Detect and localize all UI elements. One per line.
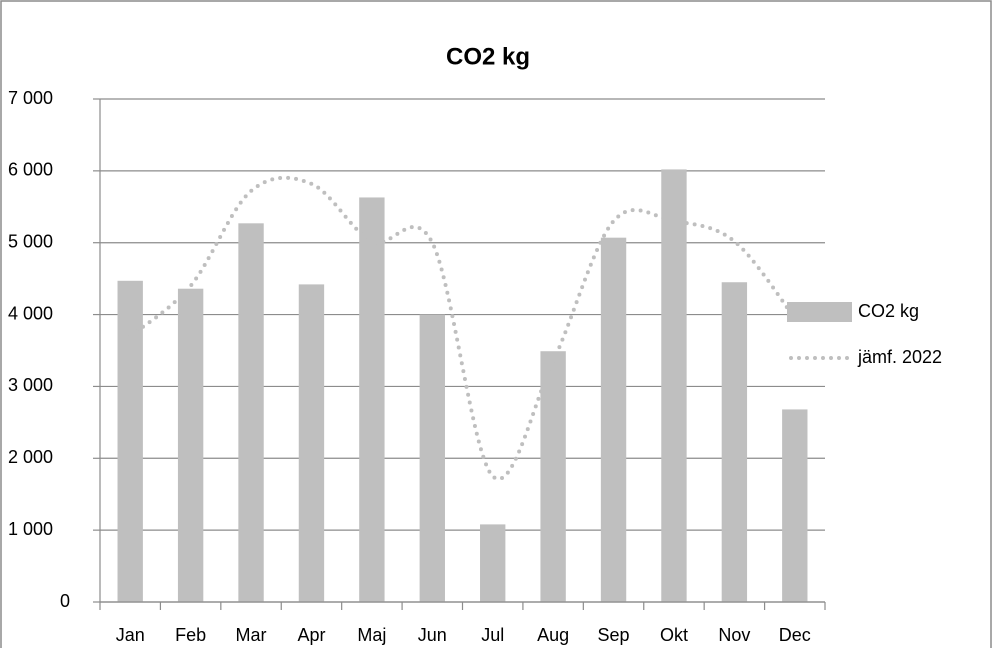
bar — [540, 351, 566, 602]
bar — [117, 280, 143, 602]
y-tick-label: 5 000 — [8, 231, 53, 251]
x-tick-label: Mar — [236, 625, 267, 645]
line — [128, 175, 797, 481]
legend-swatch — [787, 302, 852, 322]
x-tick-label: Jun — [418, 625, 447, 645]
x-tick-label: Sep — [598, 625, 630, 645]
y-tick-label: 3 000 — [8, 375, 53, 395]
legend-label: CO2 kg — [858, 301, 919, 321]
y-tick-label: 7 000 — [8, 88, 53, 108]
y-tick-label: 0 — [60, 591, 70, 611]
x-tick-label: Jul — [481, 625, 504, 645]
x-tick-label: Okt — [660, 625, 688, 645]
x-tick-label: Apr — [297, 625, 325, 645]
y-tick-label: 2 000 — [8, 447, 53, 467]
bar — [298, 284, 325, 602]
x-tick-label: Jan — [116, 625, 145, 645]
bar — [721, 282, 748, 602]
bar — [661, 169, 687, 603]
y-tick-label: 4 000 — [8, 303, 53, 323]
x-tick-label: Feb — [175, 625, 206, 645]
bar — [600, 237, 627, 603]
x-tick-label: Nov — [718, 625, 750, 645]
legend-label: jämf. 2022 — [857, 347, 942, 367]
chart-title: CO2 kg — [446, 43, 530, 70]
bar — [419, 314, 445, 602]
bar — [177, 288, 204, 602]
bar — [782, 409, 808, 602]
x-tick-label: Maj — [357, 625, 386, 645]
bar — [359, 197, 385, 603]
x-tick-label: Dec — [779, 625, 811, 645]
y-tick-label: 6 000 — [8, 160, 53, 180]
bar — [238, 223, 264, 602]
bar — [480, 524, 506, 602]
y-tick-label: 1 000 — [8, 519, 53, 539]
x-tick-label: Aug — [537, 625, 569, 645]
